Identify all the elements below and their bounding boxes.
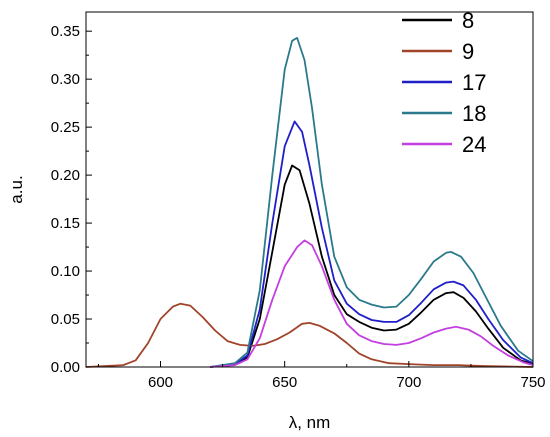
series-line-18 [210,37,534,368]
x-tick-label: 650 [272,374,297,391]
x-axis-title: λ, nm [289,413,331,432]
x-tick-label: 600 [148,374,173,391]
x-axis: 600 650 700 750 [97,361,546,391]
x-tick-label: 700 [396,374,421,391]
series-line-9 [85,302,534,368]
y-axis: 0.00 0.05 0.10 0.15 0.20 0.25 0.30 0.35 [51,23,92,376]
y-tick-label: 0.20 [51,167,80,184]
y-tick-label: 0.10 [51,263,80,280]
y-tick-label: 0.25 [51,119,80,136]
y-tick-label: 0.35 [51,23,80,40]
plot-frame [85,11,534,368]
legend-label-9: 9 [462,39,474,64]
series-line-17 [210,120,534,368]
legend-label-18: 18 [462,101,486,126]
plot-lines [85,37,534,368]
y-tick-label: 0.30 [51,71,80,88]
y-tick-label: 0.05 [51,311,80,328]
y-tick-label: 0.15 [51,215,80,232]
series-line-8 [210,164,534,368]
series-line-24 [210,239,534,368]
legend-label-17: 17 [462,70,486,95]
y-tick-label: 0.00 [51,359,80,376]
legend: 8 9 17 18 24 [402,8,486,157]
legend-label-24: 24 [462,132,486,157]
x-tick-label: 750 [520,374,545,391]
legend-label-8: 8 [462,8,474,33]
y-axis-title: a.u. [7,175,26,203]
